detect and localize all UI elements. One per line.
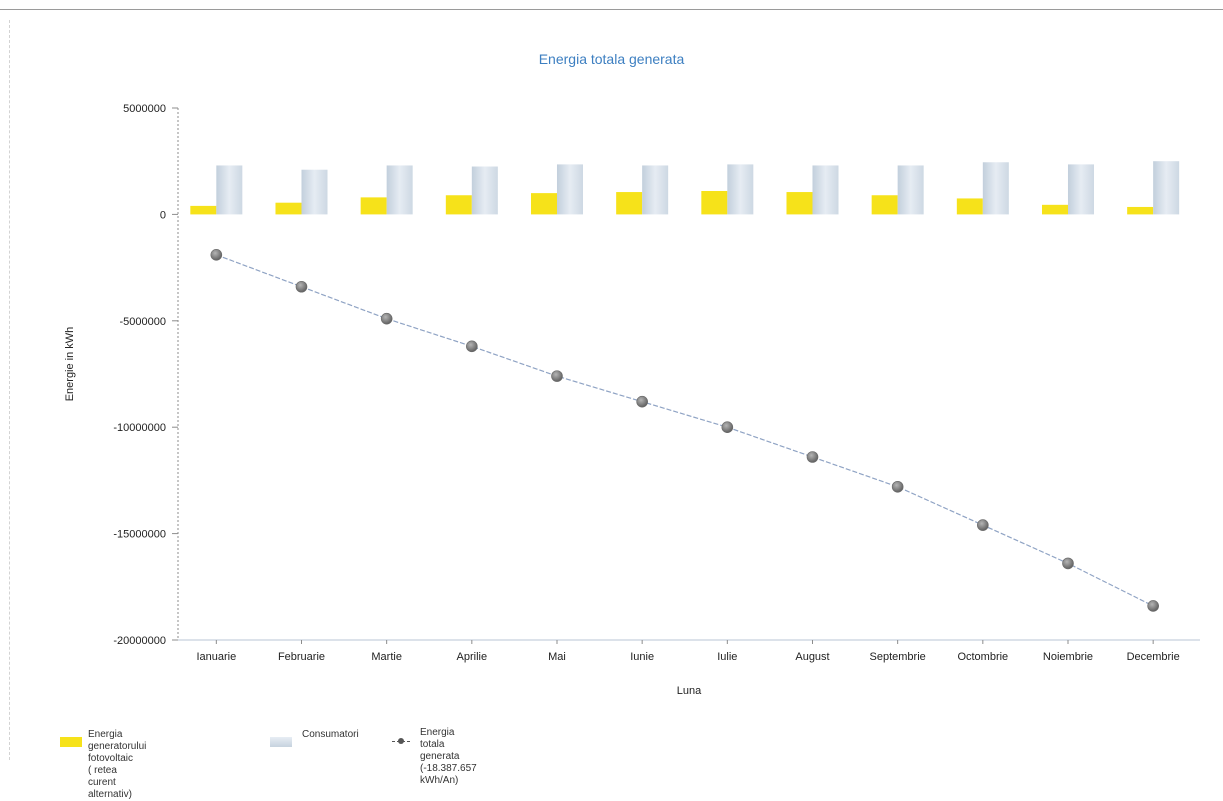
line-total-energy [216, 254, 1154, 607]
bar-consumers [471, 166, 498, 215]
bar-pv [360, 197, 387, 215]
x-tick-label: Iunie [630, 651, 654, 663]
legend-marker-total [398, 738, 404, 744]
x-tick-label: Aprilie [457, 651, 488, 663]
bar-consumers [727, 164, 754, 215]
chart-title: Energia totala generata [538, 51, 685, 67]
x-axis-title: Luna [677, 685, 702, 697]
point-total-energy [1147, 600, 1159, 612]
point-total-energy [1062, 557, 1074, 570]
y-tick-label: -10000000 [113, 422, 166, 434]
bar-consumers [1067, 164, 1094, 215]
y-tick-label: -5000000 [120, 316, 167, 328]
legend-label-consumers: Consumatori [302, 729, 359, 740]
bar-pv [1127, 206, 1154, 215]
point-total-energy [551, 370, 563, 382]
bar-pv [701, 190, 728, 215]
top-border [0, 9, 1223, 10]
bar-consumers [642, 165, 669, 215]
x-tick-label: Decembrie [1127, 651, 1180, 663]
bar-pv [786, 192, 813, 215]
legend-swatch-consumers [270, 737, 292, 747]
bar-pv [445, 195, 472, 215]
x-tick-label: Martie [371, 651, 402, 663]
y-tick-label: -15000000 [113, 529, 166, 541]
point-total-energy [380, 312, 393, 325]
point-total-energy [721, 421, 734, 434]
point-total-energy [636, 395, 648, 408]
x-tick-label: Mai [548, 651, 566, 663]
legend-swatch-pv [60, 737, 82, 747]
x-tick-label: Iulie [717, 651, 737, 663]
bar-consumers [301, 169, 328, 215]
point-total-energy [806, 451, 819, 463]
left-border [9, 20, 10, 760]
bar-pv [1041, 204, 1068, 215]
legend-label-pv: Energia generatorului fotovoltaic ( rete… [88, 729, 147, 800]
bar-pv [190, 205, 217, 215]
y-tick-label: 5000000 [123, 103, 166, 115]
point-total-energy [977, 519, 989, 531]
bar-pv [616, 192, 643, 215]
bar-consumers [897, 165, 924, 215]
point-total-energy [295, 280, 308, 293]
x-tick-label: Septembrie [870, 651, 926, 663]
chart-legend: Energia generatorului fotovoltaic ( rete… [60, 727, 660, 800]
point-total-energy [466, 340, 478, 353]
x-tick-label: Februarie [278, 651, 325, 663]
legend-label-total: Energia totala generata (-18.387.657 kWh… [420, 727, 477, 786]
point-total-energy [210, 249, 223, 261]
bar-pv [956, 198, 983, 215]
x-tick-label: Octombrie [957, 651, 1008, 663]
bar-pv [871, 195, 898, 215]
bar-consumers [1153, 161, 1180, 215]
y-tick-label: 0 [160, 209, 166, 221]
bar-consumers [982, 162, 1009, 215]
bar-pv [530, 193, 557, 215]
y-tick-label: -20000000 [113, 635, 166, 647]
bar-consumers [812, 165, 839, 215]
point-total-energy [891, 480, 904, 493]
bar-consumers [556, 164, 583, 215]
bar-consumers [216, 165, 243, 215]
y-axis-title: Energie in kWh [64, 327, 76, 402]
chart-plot: 5000000 0 -5000000 -10000000 -15000000 -20000… [64, 103, 1200, 697]
x-tick-label: Ianuarie [196, 651, 236, 663]
x-tick-label: August [795, 651, 829, 663]
bar-consumers [386, 165, 413, 215]
x-tick-label: Noiembrie [1043, 651, 1093, 663]
bar-pv [275, 202, 302, 215]
